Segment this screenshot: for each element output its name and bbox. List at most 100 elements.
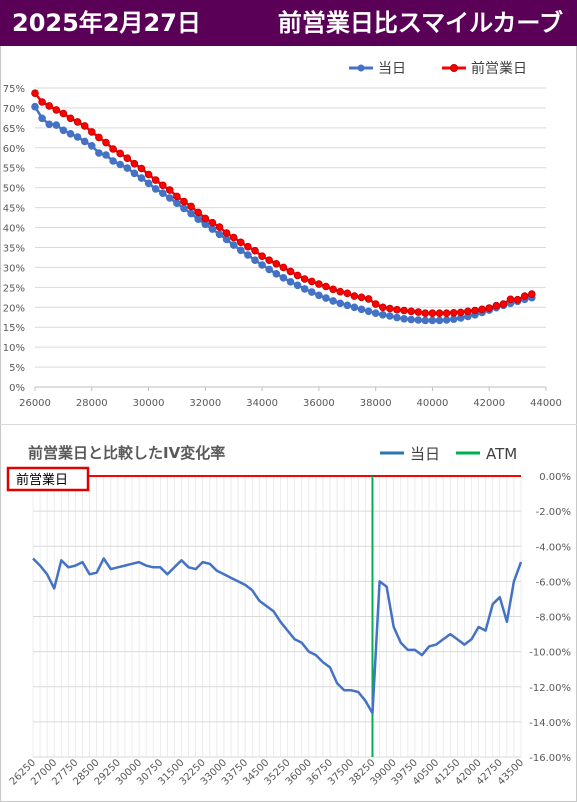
legend-atm-label: ATM: [486, 445, 517, 463]
point-today: [258, 261, 266, 269]
point-today: [222, 235, 231, 244]
y-tick-label: -4.00%: [536, 542, 571, 553]
point-prev-day: [506, 295, 515, 304]
point-today: [364, 307, 373, 316]
point-prev-day: [180, 197, 188, 206]
y-tick-label: 25%: [3, 283, 25, 294]
point-today: [293, 281, 302, 290]
point-prev-day: [527, 290, 536, 298]
point-today: [393, 313, 401, 322]
gridlines: [32, 476, 522, 758]
y-tick-label: 35%: [3, 243, 25, 254]
point-prev-day: [322, 282, 330, 291]
point-today: [95, 149, 103, 157]
point-prev-day: [109, 145, 117, 153]
legend-today-label: 当日: [410, 445, 440, 463]
point-today: [435, 316, 444, 325]
point-prev-day: [88, 128, 96, 136]
point-prev-day: [357, 293, 366, 302]
point-prev-day: [45, 102, 53, 110]
point-today: [88, 142, 96, 150]
point-prev-day: [456, 308, 465, 317]
point-prev-day: [102, 138, 110, 147]
point-today: [66, 130, 75, 138]
x-tick-label: 32000: [189, 398, 221, 409]
point-today: [38, 114, 46, 123]
x-tick-label: 26000: [19, 398, 51, 409]
point-prev-day: [159, 181, 167, 190]
y-tick-label: 10%: [3, 343, 25, 354]
point-prev-day: [272, 260, 281, 268]
point-today: [336, 299, 345, 308]
point-prev-day: [520, 292, 529, 300]
baseline-label: 前営業日: [16, 472, 68, 488]
point-today: [300, 285, 309, 293]
point-prev-day: [471, 306, 479, 315]
point-today: [407, 315, 416, 324]
point-prev-day: [371, 300, 380, 308]
point-prev-day: [80, 122, 89, 130]
point-prev-day: [286, 267, 295, 276]
x-tick-label: 34000: [246, 398, 278, 409]
point-prev-day: [364, 295, 373, 303]
series-lines: [33, 92, 533, 322]
point-prev-day: [378, 303, 387, 312]
point-prev-day: [307, 277, 316, 286]
point-prev-day: [73, 118, 82, 126]
point-prev-day: [279, 263, 288, 272]
point-prev-day: [52, 106, 61, 114]
point-today: [109, 157, 117, 165]
point-today: [123, 164, 132, 172]
x-tick-label: 42000: [473, 398, 505, 409]
point-prev-day: [300, 275, 309, 283]
point-prev-day: [315, 280, 323, 288]
y-gridlines: [34, 87, 547, 391]
point-prev-day: [222, 229, 231, 237]
y-tick-label: 65%: [3, 124, 25, 135]
y-tick-label: 0.00%: [539, 472, 571, 483]
point-today: [173, 199, 181, 208]
y-tick-label: 45%: [3, 204, 25, 215]
point-prev-day: [151, 176, 160, 184]
point-today: [31, 102, 39, 111]
legend: 当日 ATM: [380, 445, 517, 463]
legend-today-label: 当日: [378, 61, 406, 77]
point-prev-day: [485, 304, 494, 312]
point-today: [428, 316, 437, 325]
point-today: [251, 256, 259, 265]
point-today: [279, 274, 288, 282]
point-today: [159, 189, 167, 198]
point-today: [215, 230, 224, 239]
point-prev-day: [187, 202, 195, 211]
point-today: [237, 246, 245, 255]
point-prev-day: [31, 89, 39, 97]
x-axis-labels: 26000 28000 30000 32000 34000 36000 38000 40000…: [19, 398, 562, 409]
point-today: [386, 312, 394, 320]
point-today: [59, 126, 68, 135]
point-today: [187, 209, 195, 218]
point-today: [80, 137, 89, 146]
point-today: [400, 314, 408, 323]
point-prev-day: [258, 252, 266, 261]
legend-prev-label: 前営業日: [471, 60, 527, 77]
point-prev-day: [265, 256, 274, 265]
y-tick-label: -14.00%: [529, 718, 571, 729]
series-points: [31, 89, 536, 325]
header-bar: 2025年2月27日 前営業日比スマイルカーブ: [0, 0, 577, 46]
point-prev-day: [59, 109, 68, 118]
y-tick-label: -16.00%: [529, 753, 571, 764]
point-today: [265, 265, 274, 274]
x-tick-label: 40000: [417, 398, 449, 409]
point-today: [307, 288, 316, 296]
point-prev-day: [144, 170, 153, 179]
point-prev-day: [393, 305, 401, 314]
x-tick-label: 38000: [360, 398, 392, 409]
y-tick-label: 20%: [3, 303, 25, 314]
point-prev-day: [407, 307, 416, 316]
x-tick-label: 30000: [133, 398, 165, 409]
point-prev-day: [237, 238, 245, 247]
point-prev-day: [123, 154, 132, 162]
y-tick-label: 30%: [3, 263, 25, 274]
point-prev-day: [293, 271, 302, 280]
y-tick-label: 40%: [3, 224, 25, 235]
